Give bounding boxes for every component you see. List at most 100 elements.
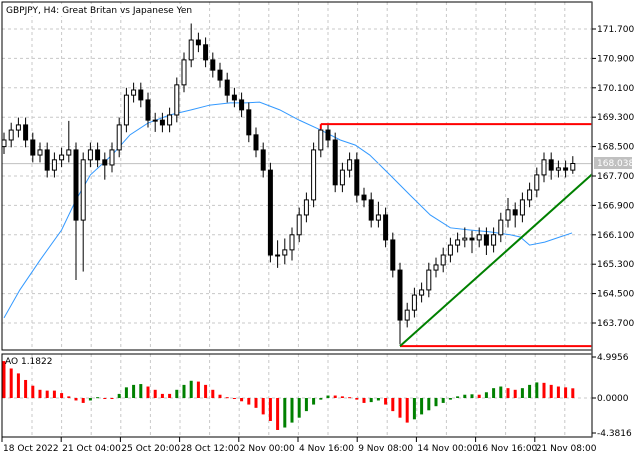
ao-bar: [204, 384, 208, 398]
price-tick-label: 166.900: [597, 201, 634, 211]
candle-body-down: [469, 237, 475, 241]
candle-body-up: [505, 209, 511, 221]
candle: [8, 122, 14, 148]
price-tick-label: 167.700: [597, 172, 634, 182]
moving-average: [3, 101, 573, 319]
current-price-label: 168.038: [597, 159, 634, 169]
candle-body-down: [383, 214, 389, 241]
ao-bar: [110, 398, 114, 399]
candle-body-down: [390, 239, 396, 271]
ao-bar: [38, 389, 42, 398]
candle-body-down: [30, 139, 36, 156]
candle: [303, 192, 309, 223]
drawn-objects[interactable]: [319, 123, 593, 348]
candle: [419, 282, 425, 303]
candle: [195, 32, 201, 53]
candle-body-up: [66, 149, 72, 156]
candle: [152, 112, 158, 132]
candle-body-down: [512, 209, 518, 216]
ao-bar: [247, 398, 251, 405]
ao-bar: [477, 394, 481, 398]
candle-body-down: [217, 69, 223, 81]
ao-tick-label: -4.3816: [597, 429, 632, 439]
ao-axis: 4.9956 0.0000 -4.3816: [592, 353, 632, 439]
candle: [570, 156, 576, 174]
candle-body-up: [455, 239, 461, 246]
candle-body-down: [361, 194, 367, 201]
candle-body-up: [419, 289, 425, 296]
ao-bar: [124, 387, 128, 398]
candle: [469, 230, 475, 254]
price-tick-label: 164.500: [597, 290, 634, 300]
candles: [1, 23, 576, 345]
ao-bar: [240, 398, 244, 402]
candle-body-up: [311, 149, 317, 201]
candle: [66, 120, 72, 163]
ao-bar: [376, 398, 380, 401]
price-tick-label: 170.900: [597, 54, 634, 64]
ao-bar: [571, 388, 575, 398]
ao-bar: [52, 390, 56, 398]
candle: [80, 152, 86, 272]
ao-bar: [160, 393, 164, 398]
ao-bar: [24, 379, 28, 398]
candle-body-down: [239, 99, 245, 111]
candle-body-down: [548, 159, 554, 171]
ao-bar: [319, 398, 323, 400]
candle: [332, 132, 338, 193]
price-tick-label: 170.100: [597, 84, 634, 94]
ao-bar: [81, 398, 85, 403]
candle-body-up: [541, 159, 547, 176]
ao-bar: [268, 398, 272, 421]
candle-body-up: [433, 264, 439, 271]
ao-bar: [535, 382, 539, 398]
price-tick-label: 171.700: [597, 25, 634, 35]
candle: [23, 117, 29, 148]
time-tick-label: 9 Nov 08:00: [358, 444, 413, 454]
ao-tick-label: 0.0000: [597, 394, 629, 404]
ao-bar: [211, 389, 215, 398]
ao-bar: [139, 384, 143, 398]
price-tick-label: 165.300: [597, 260, 634, 270]
candle: [246, 102, 252, 143]
candle-body-down: [73, 149, 79, 221]
title-bg: [4, 4, 204, 16]
candle-body-down: [231, 94, 237, 101]
candle-body-up: [462, 237, 468, 241]
price-tick-label: 168.500: [597, 143, 634, 153]
candle-body-down: [332, 139, 338, 186]
trend-line: [399, 173, 593, 347]
time-axis[interactable]: 18 Oct 2022 21 Oct 04:00 25 Oct 20:00 28 Oc…: [1, 437, 597, 454]
candle-body-down: [246, 109, 252, 136]
candle: [296, 207, 302, 243]
candle: [37, 142, 43, 163]
ao-bar: [31, 385, 35, 398]
price-axis[interactable]: 171.700 170.900 170.100 169.300 168.500 167.7…: [592, 25, 634, 329]
candle: [440, 247, 446, 273]
candle-body-down: [354, 159, 360, 196]
candle: [1, 132, 7, 154]
time-tick-label: 18 Oct 2022: [3, 444, 59, 454]
time-tick-label: 28 Oct 12:00: [181, 444, 240, 454]
candle: [339, 162, 345, 193]
candle: [311, 142, 317, 208]
ao-bar: [456, 396, 460, 398]
candle-body-up: [498, 219, 504, 236]
candle: [123, 87, 129, 133]
chart-title: GBPJPY, H4: Great Britan vs Japanese Yen: [6, 6, 192, 16]
candle: [181, 52, 187, 93]
candle: [231, 87, 237, 108]
time-tick-label: 25 Oct 20:00: [121, 444, 180, 454]
time-tick-label: 16 Nov 16:00: [477, 444, 538, 454]
price-tick-label: 163.700: [597, 319, 634, 329]
candle-body-up: [123, 94, 129, 126]
candle-body-up: [411, 294, 417, 311]
ao-bar: [549, 384, 553, 398]
candle: [167, 107, 173, 133]
candle-body-down: [138, 89, 144, 101]
candle-body-down: [102, 159, 108, 166]
ao-bar: [492, 388, 496, 398]
candle: [59, 147, 65, 168]
candle-body-down: [483, 234, 489, 246]
